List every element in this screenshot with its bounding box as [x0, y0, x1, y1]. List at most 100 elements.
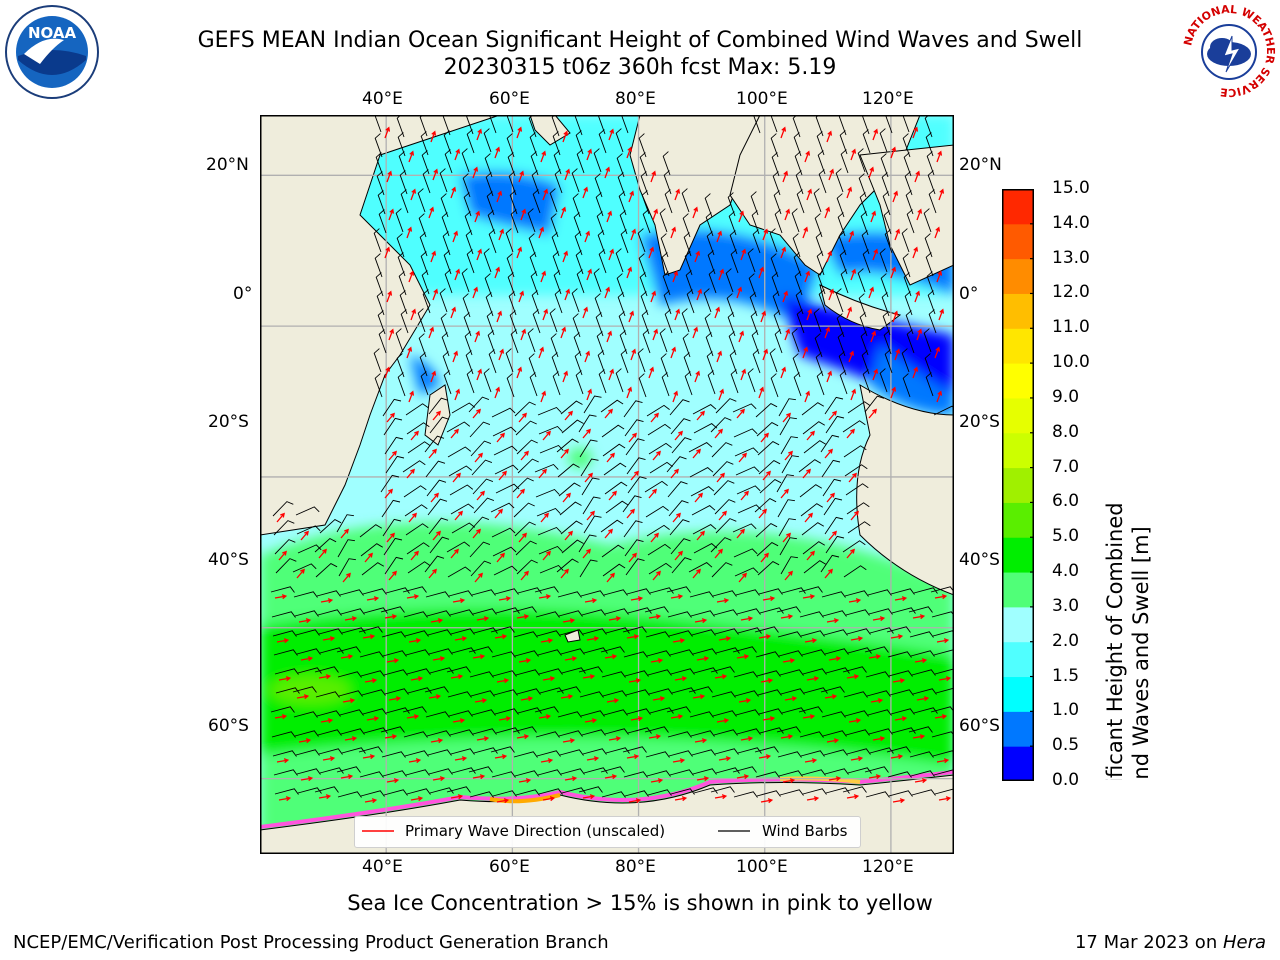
lon-tick-top: 120°E — [862, 89, 914, 109]
wind-barb — [649, 461, 673, 474]
wave-arrow — [476, 248, 483, 261]
wind-barb — [494, 588, 519, 595]
wind-barb — [758, 708, 783, 715]
wave-arrow — [564, 656, 578, 662]
wave-arrow — [406, 594, 420, 600]
wind-barb — [580, 458, 599, 477]
wave-arrow — [692, 448, 701, 459]
wind-barb — [711, 691, 736, 698]
wave-arrow — [384, 126, 391, 139]
wind-barb — [625, 558, 645, 576]
wind-barb — [737, 627, 762, 634]
wind-barb — [295, 749, 320, 756]
wind-barb — [626, 457, 646, 475]
lon-tick-bottom: 120°E — [862, 857, 914, 877]
wind-barb — [571, 168, 580, 193]
wave-arrow — [846, 794, 860, 800]
wave-arrow — [846, 306, 853, 319]
wind-barb — [649, 587, 674, 594]
lon-tick-top: 40°E — [362, 89, 403, 109]
wave-arrow — [430, 130, 437, 143]
wind-barb — [558, 730, 583, 737]
wind-barb — [750, 311, 759, 336]
wind-barb — [842, 666, 867, 673]
wind-barb — [538, 668, 563, 675]
wind-barb — [384, 436, 404, 455]
wave-arrow — [472, 774, 486, 780]
wind-barb — [645, 751, 670, 758]
wave-height-map — [260, 115, 954, 854]
wind-barb — [595, 192, 604, 217]
wind-barb — [688, 442, 713, 453]
wind-barb — [340, 728, 365, 735]
wind-barb — [461, 148, 470, 173]
wave-arrow — [388, 208, 395, 221]
wave-arrow — [912, 246, 919, 259]
wave-arrow — [936, 390, 943, 403]
wind-barb — [407, 687, 432, 694]
wind-barb — [442, 351, 451, 376]
wind-barb — [507, 152, 516, 177]
wave-arrow — [934, 594, 948, 600]
wave-arrow — [670, 226, 677, 239]
wave-arrow — [828, 776, 842, 782]
wave-arrow — [516, 488, 525, 499]
wind-barb — [417, 188, 426, 213]
wind-barb — [759, 727, 784, 734]
wind-barb — [886, 626, 911, 633]
wave-arrow — [518, 658, 532, 664]
wind-barb — [560, 648, 585, 655]
wave-arrow — [300, 530, 309, 541]
wave-arrow — [672, 390, 679, 403]
wind-barb — [713, 729, 738, 736]
wind-barb — [450, 503, 475, 515]
wind-barb — [579, 439, 598, 458]
wind-barb — [736, 728, 761, 735]
wind-barb — [382, 650, 407, 657]
wind-barb — [464, 331, 473, 356]
wave-arrow — [892, 798, 906, 804]
wave-arrow — [472, 166, 479, 179]
wave-arrow — [826, 130, 833, 143]
wind-barb — [399, 290, 408, 315]
wind-barb — [537, 649, 562, 656]
wave-arrow — [604, 166, 611, 179]
wind-barb — [442, 231, 451, 256]
wave-arrow — [584, 598, 598, 604]
wind-barb — [561, 787, 586, 794]
wave-arrow — [914, 290, 921, 303]
wave-arrow — [670, 714, 684, 720]
wind-barb — [399, 170, 408, 195]
wind-barb — [779, 417, 797, 436]
wind-barb — [337, 791, 362, 798]
wave-arrow — [386, 532, 395, 543]
wind-barb — [689, 467, 714, 478]
wave-arrow — [850, 756, 864, 762]
wave-arrow — [914, 170, 921, 183]
wave-arrow — [296, 568, 305, 579]
wind-barb — [867, 709, 892, 716]
wave-arrow — [474, 572, 483, 583]
wind-barb — [705, 212, 714, 237]
wind-barb — [905, 190, 914, 215]
wind-barb — [578, 414, 597, 433]
lat-tick-right: 40°S — [959, 550, 1000, 570]
wave-arrow — [806, 676, 820, 682]
wind-barb — [489, 115, 497, 134]
wind-barb — [539, 444, 564, 454]
wind-barb — [924, 233, 933, 258]
wind-barb — [603, 589, 628, 596]
wind-barb — [683, 352, 692, 377]
wave-arrow — [736, 286, 743, 299]
wave-arrow — [584, 472, 593, 483]
colorbar-segment — [1002, 328, 1034, 364]
wave-arrow — [916, 208, 923, 221]
wind-barb — [275, 558, 297, 574]
wave-arrow — [872, 736, 886, 742]
wind-barb — [529, 252, 538, 277]
wind-barb — [774, 329, 783, 354]
wave-arrow — [736, 654, 750, 660]
wave-arrow — [936, 150, 943, 163]
wind-barb — [405, 769, 430, 776]
wind-barb — [470, 440, 492, 457]
